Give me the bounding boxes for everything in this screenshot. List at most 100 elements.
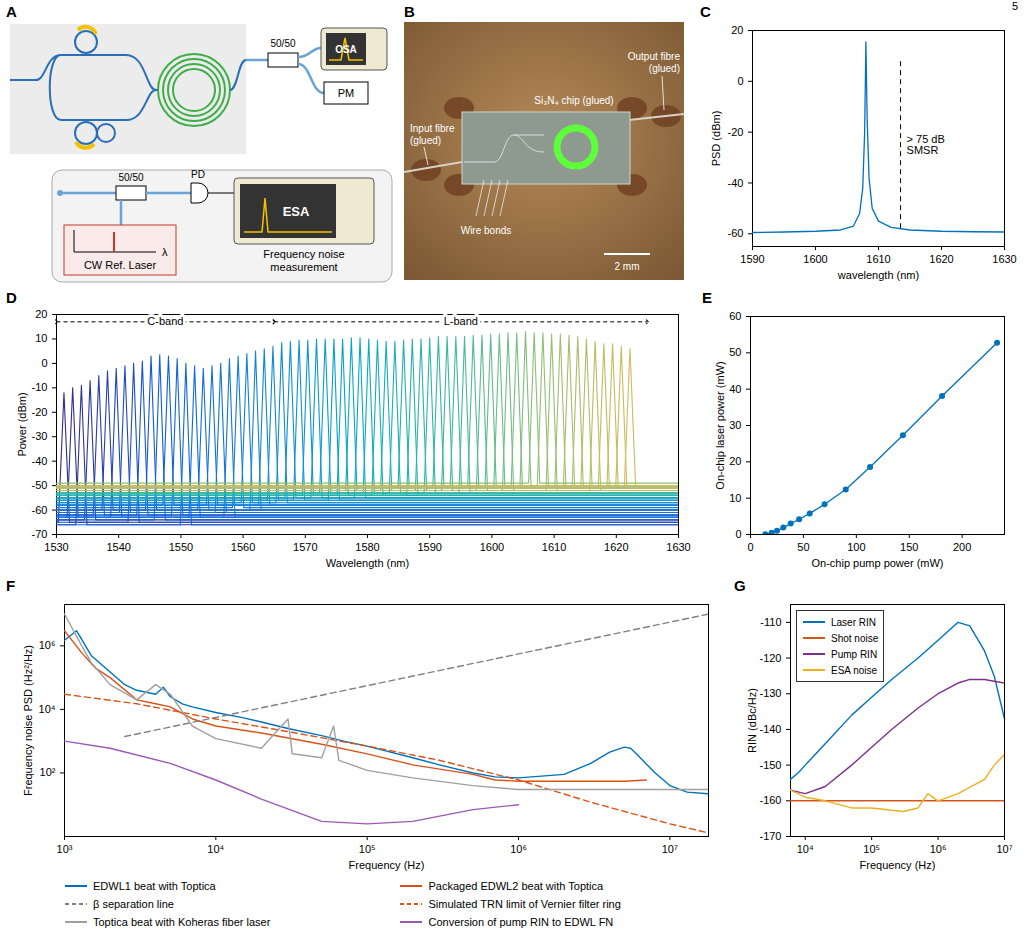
svg-text:-70: -70 [32,528,48,540]
svg-text:PM: PM [338,87,355,99]
svg-text:-110: -110 [760,616,781,628]
svg-text:Power (dBm): Power (dBm) [16,392,28,456]
svg-text:-20: -20 [32,406,48,418]
svg-text:1560: 1560 [231,541,255,553]
svg-text:10⁵: 10⁵ [863,843,880,855]
svg-text:-150: -150 [759,759,781,771]
svg-text:-20: -20 [728,126,744,138]
svg-text:Frequency (Hz): Frequency (Hz) [860,859,936,871]
svg-text:> 75 dBSMSR: > 75 dBSMSR [907,133,945,156]
svg-text:1550: 1550 [169,541,193,553]
html-text:Conversion of pump RIN to EDWL: Conversion of pump RIN to EDWL FN [428,916,614,928]
svg-text:Output fibre: Output fibre [628,51,681,62]
svg-text:150: 150 [900,541,918,553]
svg-text:wavelength (nm): wavelength (nm) [837,269,919,281]
html-text:EDWL1 beat with Toptica: EDWL1 beat with Toptica [93,880,216,892]
svg-text:1630: 1630 [992,253,1016,265]
svg-text:1610: 1610 [542,541,566,553]
svg-text:RIN (dBc/Hz): RIN (dBc/Hz) [746,688,758,753]
svg-text:-50: -50 [32,479,48,491]
svg-text:10⁷: 10⁷ [662,843,678,855]
svg-text:50/50: 50/50 [270,38,295,49]
svg-text:10: 10 [729,492,741,504]
svg-text:-60: -60 [32,504,48,516]
svg-text:10⁴: 10⁴ [797,843,814,855]
svg-text:1570: 1570 [293,541,317,553]
html-text:Simulated TRN limit of Vernier: Simulated TRN limit of Vernier filter ri… [428,898,621,910]
svg-text:Si₃N₄ chip (glued): Si₃N₄ chip (glued) [534,95,613,106]
svg-text:2 mm: 2 mm [615,261,640,272]
svg-text:10⁵: 10⁵ [359,843,376,855]
svg-text:30: 30 [729,419,741,431]
svg-text:-30: -30 [32,430,48,442]
svg-text:10⁴: 10⁴ [207,843,224,855]
svg-text:50: 50 [729,346,741,358]
svg-text:C-band: C-band [147,315,183,327]
svg-text:0: 0 [41,357,47,369]
svg-text:measurement: measurement [270,261,337,273]
svg-text:PD: PD [191,169,205,180]
svg-text:Frequency noise: Frequency noise [263,248,344,260]
svg-text:Frequency noise PSD (Hz²/Hz): Frequency noise PSD (Hz²/Hz) [22,645,34,796]
svg-text:1590: 1590 [740,253,764,265]
svg-text:-120: -120 [759,652,781,664]
svg-text:200: 200 [953,541,971,553]
svg-text:10⁶: 10⁶ [930,843,947,855]
svg-text:20: 20 [35,308,47,320]
svg-text:60: 60 [729,310,741,322]
svg-text:1580: 1580 [355,541,379,553]
svg-text:On-chip laser power (mW): On-chip laser power (mW) [714,361,726,489]
svg-text:-160: -160 [759,794,781,806]
svg-text:100: 100 [847,541,865,553]
svg-text:(glued): (glued) [649,63,680,74]
svg-text:10: 10 [35,332,47,344]
svg-text:L-band: L-band [444,315,478,327]
svg-text:0: 0 [735,528,741,540]
svg-text:1620: 1620 [604,541,628,553]
svg-text:1590: 1590 [417,541,441,553]
svg-text:Wire bonds: Wire bonds [461,225,512,236]
svg-text:-60: -60 [728,227,744,239]
svg-text:10⁷: 10⁷ [996,843,1012,855]
svg-text:0: 0 [737,75,743,87]
svg-text:20: 20 [731,24,743,36]
svg-text:10²: 10² [40,766,56,778]
svg-text:1630: 1630 [666,541,690,553]
svg-text:50: 50 [797,541,809,553]
svg-text:1620: 1620 [929,253,953,265]
svg-text:Frequency (Hz): Frequency (Hz) [349,859,425,871]
html-text:β separation line: β separation line [93,898,174,910]
svg-text:10³: 10³ [57,843,73,855]
svg-text:-40: -40 [728,176,744,188]
svg-text:1600: 1600 [480,541,504,553]
svg-text:0: 0 [747,541,753,553]
svg-text:λ: λ [162,246,168,258]
svg-text:On-chip pump power (mW): On-chip pump power (mW) [811,557,943,569]
svg-text:Wavelength (nm): Wavelength (nm) [326,557,409,569]
html-text:Toptica beat with Koheras fibe: Toptica beat with Koheras fiber laser [93,916,271,928]
svg-text:CW Ref. Laser: CW Ref. Laser [84,259,156,271]
svg-text:-40: -40 [32,455,48,467]
svg-text:40: 40 [729,383,741,395]
html-text:G: G [734,577,746,594]
svg-text:-10: -10 [32,381,48,393]
svg-text:1540: 1540 [106,541,130,553]
svg-text:ESA: ESA [283,204,310,219]
html-text:Packaged EDWL2 beat with Topti: Packaged EDWL2 beat with Toptica [428,880,604,892]
svg-text:Input fibre: Input fibre [410,123,455,134]
svg-text:20: 20 [729,455,741,467]
svg-text:1600: 1600 [803,253,827,265]
svg-text:10⁶: 10⁶ [510,843,527,855]
svg-text:1610: 1610 [866,253,890,265]
svg-text:10⁶: 10⁶ [39,639,56,651]
html-text:Laser RIN: Laser RIN [831,616,876,628]
svg-text:PSD (dBm): PSD (dBm) [710,111,722,167]
svg-text:OSA: OSA [335,44,357,55]
svg-text:1530: 1530 [44,541,68,553]
svg-text:50/50: 50/50 [118,172,143,183]
svg-text:(glued): (glued) [410,135,441,146]
svg-text:-170: -170 [759,830,781,842]
svg-text:-140: -140 [759,723,781,735]
svg-text:10⁴: 10⁴ [39,703,56,715]
svg-text:-130: -130 [759,687,781,699]
